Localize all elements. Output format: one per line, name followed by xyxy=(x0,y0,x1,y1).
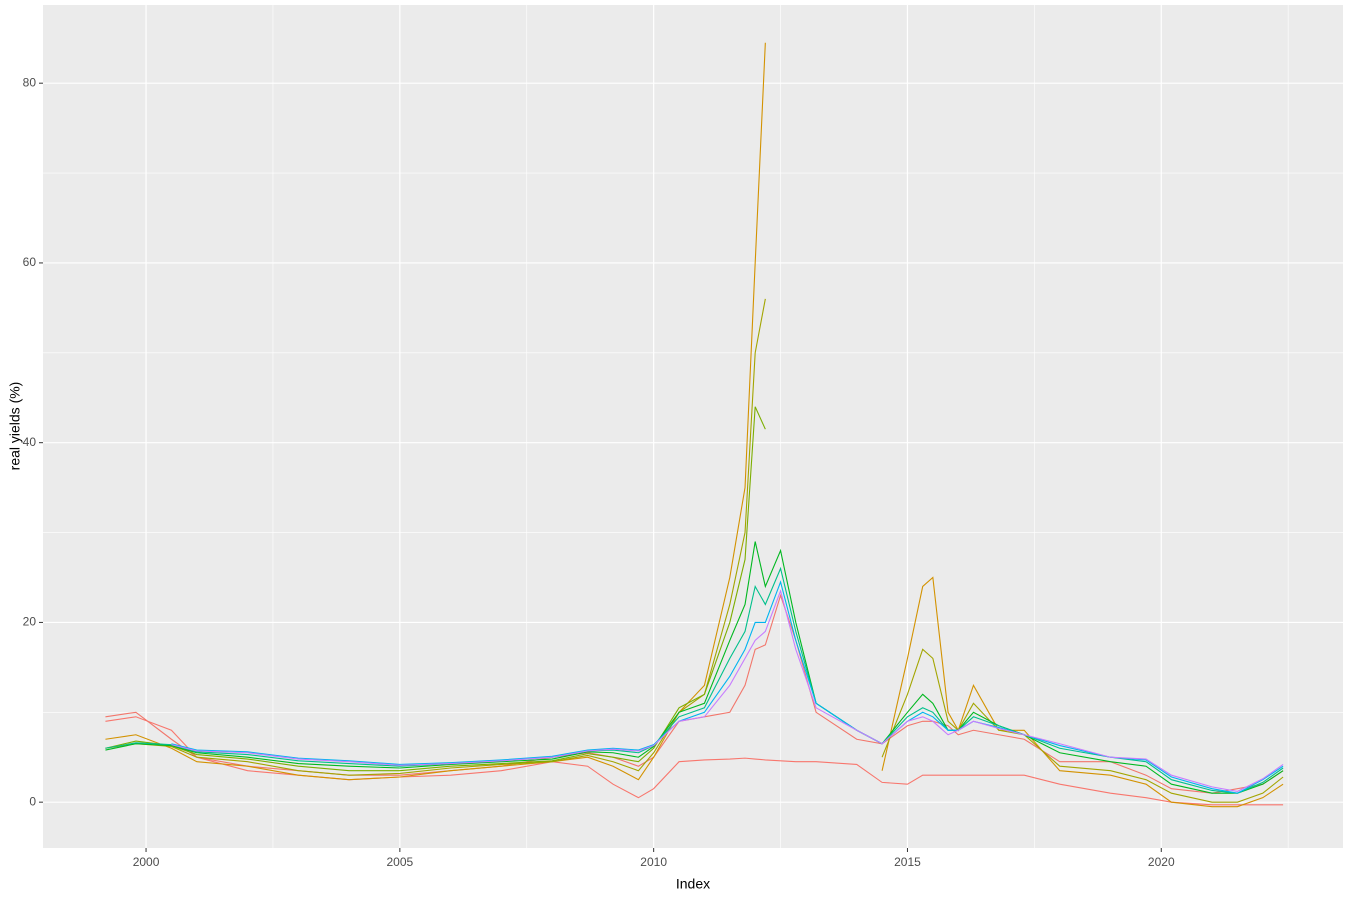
y-tick-label: 60 xyxy=(23,255,37,269)
series-line xyxy=(105,566,1284,794)
y-tick-label: 40 xyxy=(23,435,37,449)
y-tick-label: 80 xyxy=(23,75,37,89)
series-line xyxy=(171,589,1284,792)
series-line xyxy=(105,406,766,772)
y-axis-title: real yields (%) xyxy=(7,382,23,471)
x-tick-label: 2010 xyxy=(640,855,667,869)
series-line xyxy=(105,593,1284,794)
x-tick-label: 2015 xyxy=(894,855,921,869)
lines xyxy=(105,42,1284,808)
x-axis-title: Index xyxy=(676,876,710,892)
x-tick-label: 2020 xyxy=(1148,855,1175,869)
x-tick-label: 2000 xyxy=(133,855,160,869)
series-line xyxy=(881,576,1284,808)
grid xyxy=(43,5,1343,848)
series-line xyxy=(105,298,766,776)
series-line xyxy=(171,580,1284,794)
x-tick-label: 2005 xyxy=(387,855,414,869)
y-tick-label: 0 xyxy=(29,794,36,808)
y-tick-label: 20 xyxy=(23,615,37,629)
plot-panel xyxy=(43,5,1343,848)
axes: 2000 2005 2010 2015 2020 0 20 40 60 80 xyxy=(23,75,1175,869)
series-line xyxy=(105,541,1284,794)
